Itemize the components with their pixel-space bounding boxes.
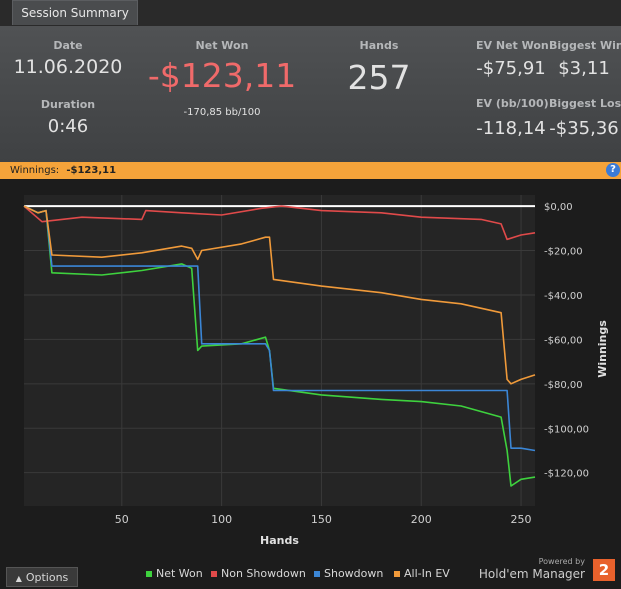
y-tick-label: -$80,00 <box>544 380 583 391</box>
legend-item-non-showdown: Non Showdown <box>211 567 306 580</box>
footer: ▲ Options Net Won Non Showdown Showdown A… <box>0 557 621 589</box>
powered-by: Powered by <box>538 557 585 566</box>
legend-swatch <box>394 571 400 577</box>
x-tick-label: 200 <box>411 513 432 526</box>
y-tick-label: -$60,00 <box>544 335 583 346</box>
series-line-net-won <box>23 205 536 487</box>
legend-label: Showdown <box>324 567 384 580</box>
biggest-win-label: Biggest Win <box>549 39 621 52</box>
winnings-bar: Winnings: -$123,11 ? <box>0 162 621 179</box>
legend-item-all-in-ev: All-In EV <box>394 567 450 580</box>
caret-up-icon: ▲ <box>15 574 22 583</box>
y-tick-label: -$40,00 <box>544 291 583 302</box>
winnings-chart-svg: 50 100 150 200 250 $0,00 -$20,00 -$40,00 -$60,00… <box>23 195 609 547</box>
brand-logo-badge: 2 <box>593 559 615 581</box>
net-won-label: Net Won <box>195 39 249 52</box>
y-axis-title: Winnings <box>596 320 609 378</box>
legend-label: Non Showdown <box>221 567 306 580</box>
legend-label: Net Won <box>156 567 203 580</box>
y-tick-label: -$20,00 <box>544 247 583 258</box>
tab-session-summary[interactable]: Session Summary <box>12 0 138 25</box>
options-button[interactable]: ▲ Options <box>6 567 78 587</box>
series-line-non-showdown <box>23 205 536 241</box>
series-line-all-in-ev <box>23 205 536 385</box>
y-tick-label: -$120,00 <box>544 469 589 480</box>
x-tick-label: 150 <box>311 513 332 526</box>
x-tick-label: 50 <box>115 513 129 526</box>
winnings-label: Winnings: <box>10 165 60 176</box>
winnings-chart: 50 100 150 200 250 $0,00 -$20,00 -$40,00 -$60,00… <box>0 179 621 563</box>
help-icon[interactable]: ? <box>606 163 620 177</box>
ev-bb-value: -118,14 <box>476 118 546 139</box>
biggest-loss-label: Biggest Loss <box>549 97 621 110</box>
y-tick-label: $0,00 <box>544 202 573 213</box>
tab-strip: Session Summary <box>0 0 621 27</box>
ev-bb-label: EV (bb/100) <box>476 97 549 110</box>
legend-item-net-won: Net Won <box>146 567 203 580</box>
legend-swatch <box>146 571 152 577</box>
winnings-value: -$123,11 <box>66 165 117 176</box>
hands-value: 257 <box>347 58 411 97</box>
x-tick-label: 250 <box>511 513 532 526</box>
plot-area <box>24 195 535 506</box>
ev-net-won-value: -$75,91 <box>476 58 546 79</box>
date-label: Date <box>53 39 83 52</box>
biggest-loss-value: -$35,36 <box>549 118 619 139</box>
duration-value: 0:46 <box>47 116 89 137</box>
hands-label: Hands <box>359 39 399 52</box>
x-axis-title: Hands <box>260 534 299 547</box>
duration-label: Duration <box>40 98 96 111</box>
legend-swatch <box>211 571 217 577</box>
legend-item-showdown: Showdown <box>314 567 383 580</box>
options-label: Options <box>25 571 69 584</box>
x-tick-label: 100 <box>211 513 232 526</box>
legend-label: All-In EV <box>404 567 450 580</box>
ev-net-won-label: EV Net Won <box>476 39 549 52</box>
y-tick-label: -$100,00 <box>544 424 589 435</box>
net-won-bb: -170,85 bb/100 <box>183 107 261 118</box>
date-value: 11.06.2020 <box>13 56 123 78</box>
brand-name: Hold'em Manager <box>478 567 585 581</box>
net-won-value: -$123,11 <box>147 56 297 95</box>
session-summary-panel: Date 11.06.2020 Duration 0:46 Net Won -$… <box>0 26 621 162</box>
biggest-win-value: $3,11 <box>558 58 610 79</box>
legend-swatch <box>314 571 320 577</box>
